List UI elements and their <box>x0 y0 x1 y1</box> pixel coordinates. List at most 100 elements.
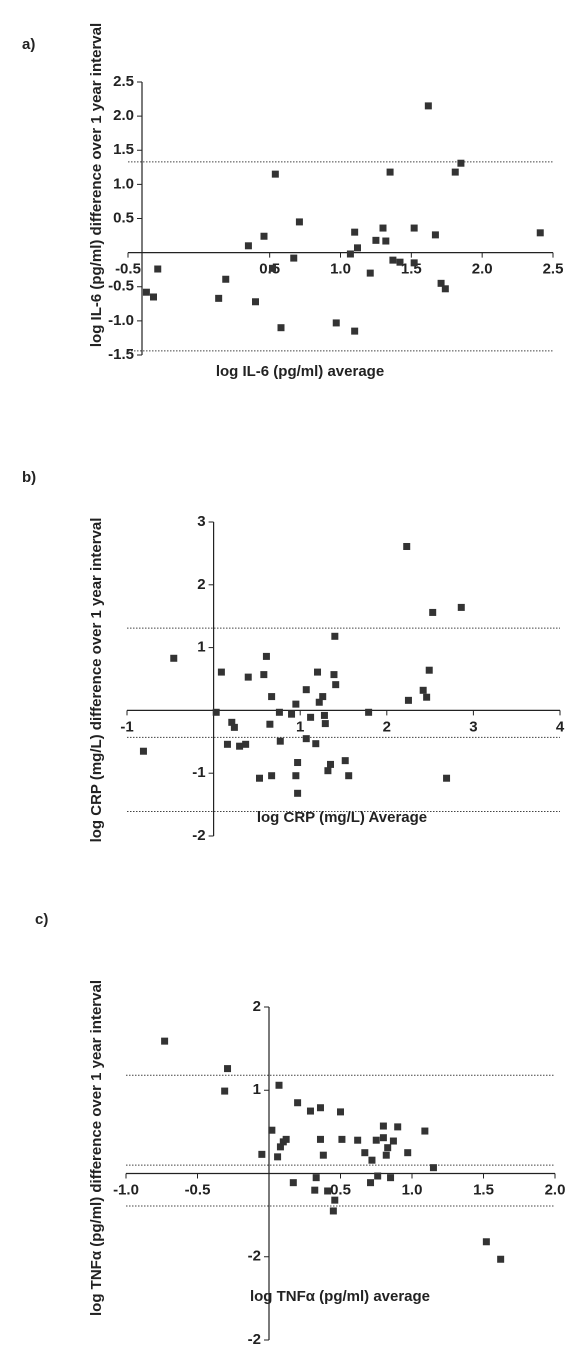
point <box>311 1186 319 1194</box>
point <box>379 1134 387 1142</box>
point <box>389 1137 397 1145</box>
point <box>294 1099 302 1107</box>
point <box>338 1135 346 1143</box>
y-tick-label: 1.0 <box>113 175 134 192</box>
point <box>312 740 320 748</box>
point <box>215 294 223 302</box>
y-tick-label: 3 <box>197 513 205 530</box>
y-axis-title: log IL-6 (pg/ml) difference over 1 year … <box>88 23 105 347</box>
point <box>306 1107 314 1115</box>
point <box>142 288 150 296</box>
point <box>223 740 231 748</box>
panel-label: b) <box>22 469 36 486</box>
point <box>421 1127 429 1135</box>
point <box>396 258 404 266</box>
y-tick-label: 2.5 <box>113 73 134 90</box>
point <box>170 654 178 662</box>
point <box>431 231 439 239</box>
point <box>324 1187 332 1195</box>
point <box>451 168 459 176</box>
point <box>341 757 349 765</box>
point <box>288 710 296 718</box>
point <box>367 1179 375 1187</box>
point <box>276 737 284 745</box>
point <box>372 236 380 244</box>
y-tick-label: -1.0 <box>108 312 134 329</box>
point <box>386 168 394 176</box>
y-tick-label: 2 <box>253 998 261 1015</box>
point <box>536 229 544 237</box>
point <box>258 1150 266 1158</box>
point <box>228 718 236 726</box>
point <box>425 666 433 674</box>
point <box>150 293 157 301</box>
point <box>307 713 315 721</box>
y-tick-label: -1.5 <box>108 346 134 363</box>
point <box>320 711 328 719</box>
y-tick-label: -0.5 <box>108 278 134 295</box>
point <box>404 696 412 704</box>
point <box>365 708 373 716</box>
point <box>139 747 147 755</box>
point <box>437 279 445 287</box>
point <box>314 668 322 676</box>
y-tick-label: 2 <box>197 576 205 593</box>
point <box>441 285 449 293</box>
point <box>275 1081 283 1089</box>
point <box>268 772 276 780</box>
point <box>410 224 418 232</box>
point <box>274 1153 282 1161</box>
point <box>268 693 276 701</box>
point <box>457 603 465 611</box>
x-tick-label: 2 <box>383 718 391 735</box>
point <box>244 242 252 250</box>
y-tick-label: 1.5 <box>113 141 134 158</box>
x-tick-label: 3 <box>469 718 477 735</box>
point <box>372 1136 380 1144</box>
point <box>482 1238 490 1246</box>
point <box>222 275 230 283</box>
point <box>316 1135 324 1143</box>
point <box>429 1164 437 1172</box>
point <box>292 772 300 780</box>
point <box>394 1123 402 1131</box>
y-tick-label: -2 <box>248 1248 261 1265</box>
point <box>368 1156 376 1164</box>
point <box>424 102 432 110</box>
point <box>419 686 427 694</box>
point <box>332 681 340 689</box>
point <box>266 720 274 728</box>
x-tick-label: -0.5 <box>185 1181 211 1198</box>
point <box>260 671 268 679</box>
point <box>497 1255 505 1263</box>
point <box>379 1122 387 1130</box>
point <box>161 1037 169 1045</box>
point <box>295 218 303 226</box>
point <box>236 742 244 750</box>
x-tick-label: -0.5 <box>115 261 141 278</box>
point <box>224 1065 232 1073</box>
point <box>389 256 397 264</box>
point <box>315 698 323 706</box>
point <box>423 693 431 701</box>
point <box>312 1174 320 1182</box>
y-tick-label: -1 <box>192 764 205 781</box>
point <box>217 668 225 676</box>
point <box>230 723 238 731</box>
point <box>319 693 327 701</box>
point <box>410 259 418 267</box>
point <box>382 237 390 245</box>
x-axis-title: log TNFα (pg/ml) average <box>250 1288 430 1305</box>
point <box>351 327 359 335</box>
x-tick-label: 2.5 <box>543 261 564 278</box>
point <box>361 1149 369 1157</box>
x-axis-title: log CRP (mg/L) Average <box>257 809 427 826</box>
x-tick-label: 1 <box>296 718 304 735</box>
point <box>337 1108 344 1116</box>
point <box>387 1174 395 1182</box>
point <box>366 269 374 277</box>
x-tick-label: 1.5 <box>473 1181 494 1198</box>
panel-label: a) <box>22 36 35 53</box>
y-axis-title: log CRP (mg/L) difference over 1 year in… <box>88 518 105 843</box>
